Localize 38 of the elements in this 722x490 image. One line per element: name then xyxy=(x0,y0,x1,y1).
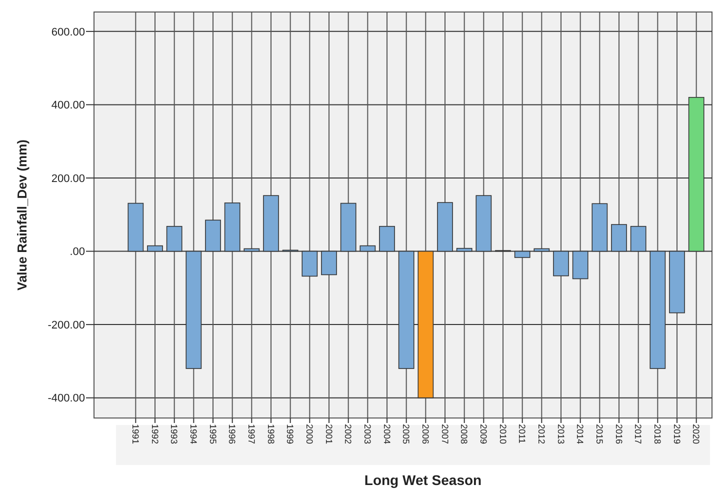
x-tick-label: 2014 xyxy=(575,424,586,444)
x-tick-label: 2005 xyxy=(401,424,412,444)
x-tick-label: 2010 xyxy=(498,424,508,444)
x-tick-label: 2020 xyxy=(691,424,702,444)
x-tick-label: 2019 xyxy=(672,424,682,444)
x-tick-label: 2007 xyxy=(440,424,450,444)
y-tick-label: -200.00 xyxy=(48,319,85,332)
x-tick-label: 1991 xyxy=(130,424,141,444)
y-tick-label: .00 xyxy=(70,246,85,258)
x-tick-label: 2009 xyxy=(478,424,489,444)
y-axis-title: Value Rainfall_Dev (mm) xyxy=(14,140,30,290)
x-axis-title: Long Wet Season xyxy=(364,472,482,488)
x-tick-label: 1997 xyxy=(246,424,257,444)
x-tick-label: 2011 xyxy=(517,424,528,444)
x-tick-label: 2006 xyxy=(420,424,431,444)
y-tick-label: 200.00 xyxy=(51,172,85,185)
x-tick-label: 2018 xyxy=(652,424,663,444)
x-tick-label: 2004 xyxy=(382,424,392,444)
x-tick-label: 2013 xyxy=(556,424,566,444)
x-tick-label: 1994 xyxy=(188,424,199,444)
x-tick-label: 1999 xyxy=(285,424,296,444)
x-tick-label: 2012 xyxy=(536,424,547,444)
x-tick-label: 2001 xyxy=(324,424,334,444)
x-tick-label: 1992 xyxy=(150,424,160,444)
y-tick-label: 600.00 xyxy=(51,26,85,38)
x-tick-label: 1998 xyxy=(266,424,276,444)
x-tick-label: 1993 xyxy=(169,424,180,444)
x-tick-label: 2015 xyxy=(594,424,605,444)
x-tick-label: 2016 xyxy=(614,424,624,444)
x-tick-label: 1996 xyxy=(227,424,238,444)
x-tick-label: 2003 xyxy=(362,424,373,444)
y-tick-label: 400.00 xyxy=(51,100,85,112)
x-tick-label: 2008 xyxy=(459,424,470,444)
x-tick-label: 1995 xyxy=(208,424,218,444)
x-tick-label: 2000 xyxy=(304,424,315,444)
x-tick-label: 2017 xyxy=(633,424,644,444)
y-tick-label: -400.00 xyxy=(48,392,85,405)
x-tick-label: 2002 xyxy=(343,424,354,444)
